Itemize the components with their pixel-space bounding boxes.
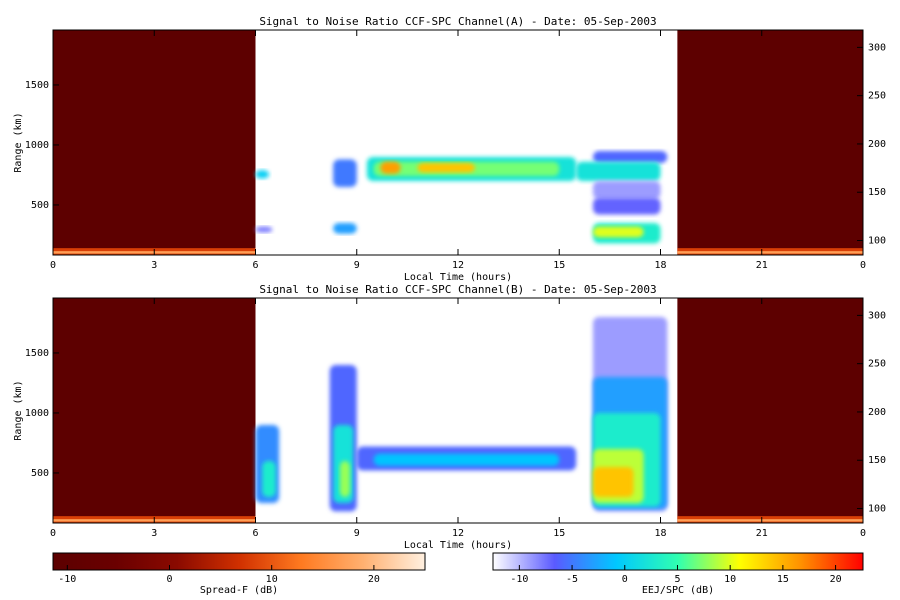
y2-tick-label: 200: [868, 407, 886, 418]
heat-cell: [593, 180, 661, 199]
y-tick-label: 1500: [25, 348, 49, 359]
heat-cell: [262, 460, 276, 497]
colorbar-tick-label: 5: [674, 574, 680, 585]
heat-cell: [677, 519, 863, 522]
y-tick-label: 1000: [25, 140, 49, 151]
colorbar-tick-label: 20: [368, 574, 380, 585]
y2-tick-label: 150: [868, 455, 886, 466]
y-axis-label: Range (km): [13, 380, 24, 440]
colorbar-tick-label: 10: [266, 574, 278, 585]
y-axis-label: Range (km): [13, 112, 24, 172]
heat-cell: [255, 170, 269, 179]
x-tick-label: 12: [452, 260, 464, 271]
y-tick-label: 500: [31, 468, 49, 479]
x-tick-label: 0: [860, 528, 866, 539]
colorbar-tick-label: 0: [622, 574, 628, 585]
heat-cell: [593, 197, 661, 215]
heat-cell: [339, 460, 350, 497]
heat-cell: [53, 298, 256, 523]
y-tick-label: 1000: [25, 408, 49, 419]
heat-cell: [417, 162, 475, 173]
plot-area: [53, 298, 863, 523]
heat-cell: [380, 161, 401, 174]
y2-tick-label: 200: [868, 139, 886, 150]
heat-cell: [373, 453, 560, 466]
x-tick-label: 9: [354, 260, 360, 271]
x-axis-label: Local Time (hours): [404, 272, 512, 283]
colorbar-tick-label: -5: [566, 574, 578, 585]
y2-tick-label: 150: [868, 187, 886, 198]
colorbar-label: Spread-F (dB): [200, 585, 278, 596]
heat-cell: [576, 161, 661, 181]
colorbar-tick-label: -10: [510, 574, 528, 585]
x-tick-label: 18: [654, 528, 666, 539]
y2-tick-label: 250: [868, 91, 886, 102]
y2-tick-label: 100: [868, 504, 886, 515]
x-tick-label: 3: [151, 260, 157, 271]
y2-tick-label: 300: [868, 310, 886, 321]
chart-title: Signal to Noise Ratio CCF-SPC Channel(A)…: [259, 15, 656, 28]
colorbar-tick-label: 20: [830, 574, 842, 585]
x-tick-label: 12: [452, 528, 464, 539]
heat-cell: [677, 30, 863, 255]
chart-title: Signal to Noise Ratio CCF-SPC Channel(B)…: [259, 283, 656, 296]
colorbar-tick-label: 15: [777, 574, 789, 585]
y-tick-label: 500: [31, 200, 49, 211]
heat-cell: [255, 226, 273, 233]
x-tick-label: 15: [553, 528, 565, 539]
heat-cell: [333, 222, 357, 234]
x-tick-label: 6: [252, 260, 258, 271]
heat-cell: [53, 30, 256, 255]
heat-cell: [677, 251, 863, 254]
x-tick-label: 21: [756, 260, 768, 271]
x-axis-label: Local Time (hours): [404, 540, 512, 551]
heat-cell: [677, 298, 863, 523]
x-tick-label: 3: [151, 528, 157, 539]
y2-tick-label: 300: [868, 42, 886, 53]
colorbar: [52, 552, 426, 571]
x-tick-label: 0: [860, 260, 866, 271]
x-tick-label: 0: [50, 528, 56, 539]
colorbar-tick-label: -10: [58, 574, 76, 585]
heat-cell: [333, 159, 357, 187]
colorbar: [492, 552, 864, 571]
heat-cell: [593, 150, 668, 163]
x-tick-label: 0: [50, 260, 56, 271]
x-tick-label: 6: [252, 528, 258, 539]
y2-tick-label: 250: [868, 359, 886, 370]
x-tick-label: 21: [756, 528, 768, 539]
x-tick-label: 15: [553, 260, 565, 271]
plot-area: [53, 30, 863, 255]
y2-tick-label: 100: [868, 236, 886, 247]
colorbar-tick-label: 0: [166, 574, 172, 585]
colorbar-tick-label: 10: [724, 574, 736, 585]
colorbar-label: EEJ/SPC (dB): [642, 585, 714, 596]
x-tick-label: 9: [354, 528, 360, 539]
heat-cell: [593, 466, 634, 497]
x-tick-label: 18: [654, 260, 666, 271]
y-tick-label: 1500: [25, 80, 49, 91]
heat-cell: [593, 226, 644, 238]
